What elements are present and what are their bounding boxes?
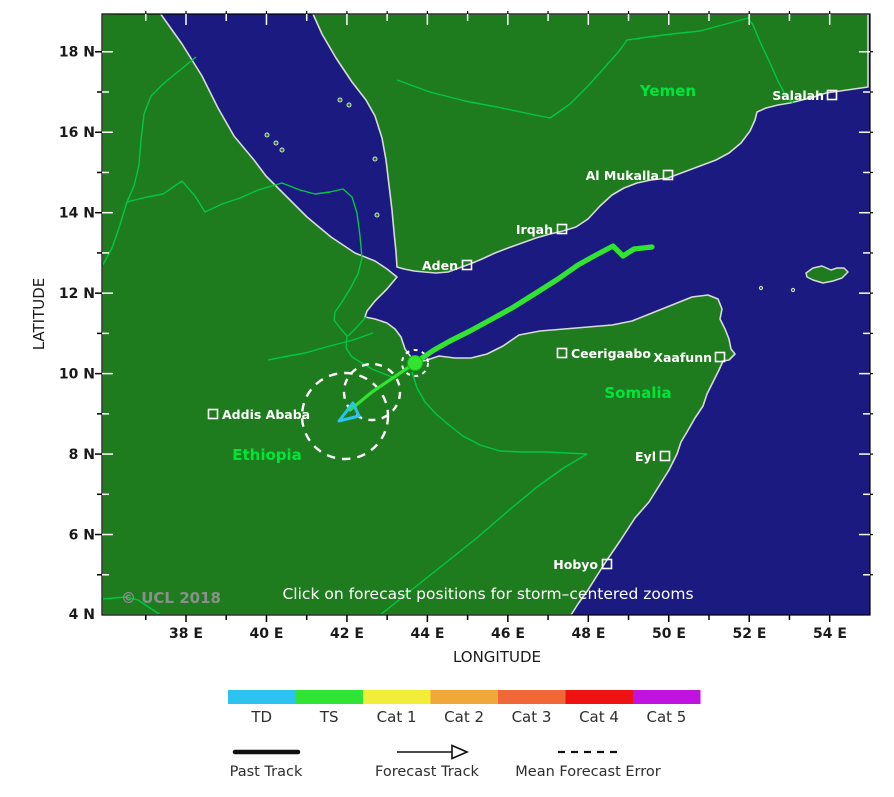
- city-markers: [207, 89, 838, 570]
- forecast-track-legend-label: Forecast Track: [375, 764, 480, 780]
- country-label-somalia: Somalia: [604, 384, 671, 402]
- border-ethiopia-west: [267, 332, 374, 361]
- colorbar-label-cat5: Cat 5: [646, 708, 686, 726]
- error-circle[interactable]: [300, 371, 390, 461]
- city-label-aden: Aden: [422, 258, 458, 273]
- colorbar-segment-td: [228, 690, 296, 704]
- colorbar-segment-cat3: [498, 690, 566, 704]
- instruction-text: Click on forecast positions for storm–ce…: [282, 585, 693, 603]
- latitude-labels: 18 N 16 N 14 N 12 N 10 N 8 N 6 N 4 N: [59, 45, 95, 624]
- border-ethiopia-somalia-south: [379, 453, 588, 615]
- x-axis-title: LONGITUDE: [453, 648, 541, 666]
- lon-tick-label: 40 E: [250, 626, 284, 642]
- colorbar-segment-ts: [295, 690, 363, 704]
- colorbar-label-cat3: Cat 3: [512, 708, 552, 726]
- axis-ticks: [95, 11, 873, 622]
- arabia-landmass: [312, 14, 869, 274]
- copyright-watermark: © UCL 2018: [121, 589, 221, 607]
- lat-tick-label: 16 N: [59, 125, 95, 141]
- lat-tick-label: 18 N: [59, 45, 95, 61]
- colorbar-segment-cat1: [363, 690, 431, 704]
- small-islands: [264, 97, 796, 293]
- colorbar-segment-cat5: [633, 690, 701, 704]
- city-label-hobyo: Hobyo: [553, 557, 598, 572]
- city-label-addis-ababa: Addis Ababa: [222, 407, 310, 422]
- error-circle[interactable]: [401, 349, 429, 377]
- lon-tick-label: 44 E: [411, 626, 445, 642]
- lon-tick-label: 52 E: [733, 626, 767, 642]
- past-track-legend-label: Past Track: [230, 764, 303, 780]
- city-label-salalah: Salalah: [772, 88, 824, 103]
- city-marker-ceerigaabo: [556, 347, 568, 359]
- current-position-marker[interactable]: [407, 355, 423, 371]
- city-label-irqah: Irqah: [516, 222, 553, 237]
- lat-tick-label: 14 N: [59, 206, 95, 222]
- lon-tick-label: 48 E: [572, 626, 606, 642]
- city-marker-aden: [461, 259, 473, 271]
- colorbar-label-cat4: Cat 4: [579, 708, 619, 726]
- past-track-line: [412, 243, 655, 366]
- city-marker-hobyo: [601, 558, 613, 570]
- colorbar-segment-cat2: [430, 690, 498, 704]
- city-marker-eyl: [659, 450, 671, 462]
- city-label-ceerigaabo: Ceerigaabo: [571, 346, 651, 361]
- city-marker-xaafunn: [714, 351, 726, 363]
- colorbar-segment-cat4: [565, 690, 633, 704]
- colorbar-label-ts: TS: [319, 708, 339, 726]
- country-label-ethiopia: Ethiopia: [232, 446, 302, 464]
- mean-forecast-error-legend-label: Mean Forecast Error: [515, 764, 660, 780]
- city-labels: Salalah Al Mukalla Irqah Aden Ceerigaabo…: [222, 88, 824, 572]
- socotra-island: [805, 265, 849, 284]
- border-eritrea-ethiopia: [126, 180, 393, 378]
- colorbar-label-td: TD: [250, 708, 272, 726]
- forecast-arrow-icon[interactable]: [337, 401, 361, 423]
- country-labels: Yemen Somalia Ethiopia: [232, 82, 696, 464]
- forecast-error-circles: [300, 349, 429, 461]
- border-bottom-left: [102, 596, 162, 615]
- y-axis-title: LATITUDE: [30, 278, 48, 351]
- lon-tick-label: 54 E: [813, 626, 847, 642]
- border-yemen-oman: [396, 17, 794, 119]
- africa-landmass: [102, 14, 736, 615]
- lat-tick-label: 10 N: [59, 367, 95, 383]
- city-marker-irqah: [556, 223, 568, 235]
- city-label-xaafunn: Xaafunn: [653, 350, 712, 365]
- city-marker-salalah: [826, 89, 838, 101]
- border-sudan-eritrea: [102, 56, 197, 267]
- lat-tick-label: 12 N: [59, 286, 95, 302]
- colorbar-label-cat2: Cat 2: [444, 708, 484, 726]
- border-djibouti-spur: [347, 316, 367, 337]
- lon-tick-label: 38 E: [169, 626, 203, 642]
- forecast-track-line[interactable]: [348, 361, 417, 412]
- country-label-yemen: Yemen: [639, 82, 696, 100]
- city-marker-al-mukalla: [662, 169, 674, 181]
- lat-tick-label: 8 N: [69, 447, 95, 463]
- forecast-arrowhead-legend-icon: [451, 744, 470, 760]
- lon-tick-label: 46 E: [491, 626, 525, 642]
- lat-tick-label: 6 N: [69, 528, 95, 544]
- longitude-labels: 38 E 40 E 42 E 44 E 46 E 48 E 50 E 52 E …: [169, 626, 847, 642]
- city-label-eyl: Eyl: [635, 449, 656, 464]
- lat-tick-label: 4 N: [69, 607, 95, 623]
- intensity-colorbar: TD TS Cat 1 Cat 2 Cat 3 Cat 4 Cat 5: [228, 690, 701, 726]
- country-borders: [102, 17, 794, 615]
- lon-tick-label: 50 E: [652, 626, 686, 642]
- border-ethiopia-somalia: [411, 371, 588, 455]
- track-legend: Past Track Forecast Track Mean Forecast …: [230, 744, 661, 780]
- lon-tick-label: 42 E: [330, 626, 364, 642]
- city-label-al-mukalla: Al Mukalla: [586, 168, 659, 183]
- error-circle[interactable]: [342, 362, 402, 422]
- plot-frame: [101, 13, 871, 616]
- city-marker-addis-ababa: [207, 408, 219, 420]
- colorbar-label-cat1: Cat 1: [377, 708, 417, 726]
